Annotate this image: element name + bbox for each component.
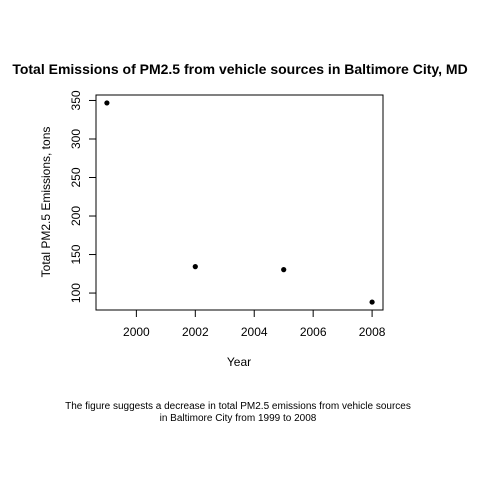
data-point (193, 264, 198, 269)
data-point (104, 100, 109, 105)
y-tick-label: 200 (69, 206, 83, 226)
data-point (281, 267, 286, 272)
data-point (369, 299, 374, 304)
x-axis: 2000 2002 2004 2006 2008 (123, 310, 386, 339)
y-axis-label: Total PM2.5 Emissions, tons (39, 127, 53, 278)
plot-frame (96, 95, 383, 310)
y-tick-label: 250 (69, 167, 83, 187)
y-tick-label: 150 (69, 244, 83, 264)
y-tick-label: 350 (69, 90, 83, 110)
x-tick-label: 2006 (300, 325, 327, 339)
y-tick-label: 300 (69, 129, 83, 149)
x-tick-label: 2004 (241, 325, 268, 339)
y-axis: 100 150 200 250 300 350 (69, 90, 96, 303)
x-tick-label: 2002 (182, 325, 209, 339)
caption-line-2: in Baltimore City from 1999 to 2008 (160, 413, 317, 424)
x-tick-label: 2000 (123, 325, 150, 339)
y-tick-label: 100 (69, 283, 83, 303)
chart-title: Total Emissions of PM2.5 from vehicle so… (12, 61, 467, 77)
data-points (104, 100, 374, 304)
x-tick-label: 2008 (359, 325, 386, 339)
caption-line-1: The figure suggests a decrease in total … (65, 401, 411, 412)
x-axis-label: Year (227, 355, 251, 369)
